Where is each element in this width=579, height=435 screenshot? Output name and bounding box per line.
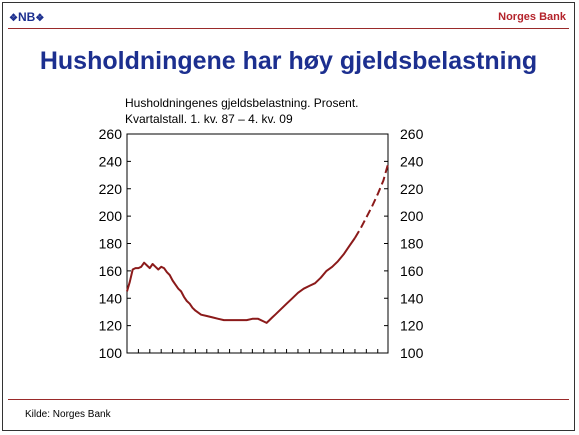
y-tick-left-label: 180 (99, 236, 123, 252)
series-line-solid (126, 237, 356, 324)
line-chart: Husholdningenes gjeldsbelastning. Prosen… (99, 96, 424, 361)
slide-title: Husholdningene har høy gjeldsbelastning (39, 47, 538, 75)
y-tick-right-label: 260 (400, 126, 424, 142)
series-group (126, 163, 389, 324)
x-axis: 198719911995199920032007 (126, 349, 379, 353)
y-tick-left-label: 140 (99, 290, 123, 306)
y-axis-right: 100 120 140 160 180 200 220 240 260 (384, 126, 424, 361)
norges-bank-logo-icon: ❖ (9, 13, 18, 24)
footer-divider (8, 399, 569, 400)
y-tick-left-label: 120 (99, 318, 123, 334)
y-axis-left: 100 120 140 160 180 200 220 240 260 (99, 126, 131, 361)
y-tick-right-label: 180 (400, 236, 424, 252)
y-tick-right-label: 240 (400, 153, 424, 169)
y-tick-left-label: 260 (99, 126, 123, 142)
y-tick-right-label: 220 (400, 181, 424, 197)
header-divider (8, 28, 569, 29)
y-tick-right-label: 100 (400, 345, 424, 361)
logo-ornament-icon: ❖ (35, 13, 45, 24)
y-tick-left-label: 200 (99, 208, 123, 224)
series-line-dashed (354, 163, 389, 239)
y-tick-right-label: 120 (400, 318, 424, 334)
y-tick-left-label: 220 (99, 181, 123, 197)
y-tick-right-label: 160 (400, 263, 424, 279)
y-tick-right-label: 140 (400, 290, 424, 306)
brand-name: Norges Bank (498, 11, 566, 23)
y-tick-left-label: 240 (99, 153, 123, 169)
chart-title: Husholdningenes gjeldsbelastning. Prosen… (125, 96, 359, 110)
y-tick-right-label: 200 (400, 208, 424, 224)
logo-text: NB (17, 10, 36, 24)
source-note: Kilde: Norges Bank (25, 409, 111, 420)
plot-frame (126, 133, 389, 354)
y-tick-left-label: 100 (99, 345, 123, 361)
y-tick-left-label: 160 (99, 263, 123, 279)
norges-bank-logo: ❖NB❖ (9, 10, 44, 24)
chart-subtitle: Kvartalstall. 1. kv. 87 – 4. kv. 09 (125, 112, 293, 126)
slide: ❖NB❖ Norges Bank Husholdningene har høy … (2, 2, 575, 431)
